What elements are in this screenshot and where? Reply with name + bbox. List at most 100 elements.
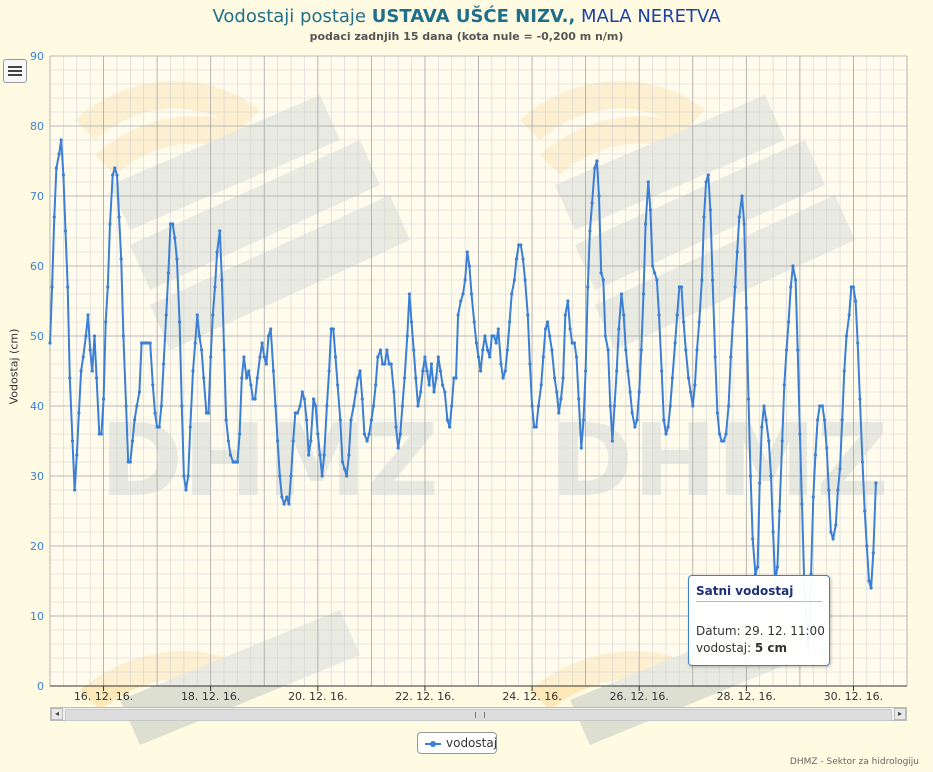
data-point bbox=[670, 376, 675, 380]
data-point bbox=[737, 215, 741, 219]
data-point bbox=[715, 411, 720, 415]
data-point bbox=[463, 278, 467, 282]
data-point bbox=[68, 376, 72, 380]
data-point bbox=[586, 285, 590, 289]
data-point bbox=[668, 404, 672, 408]
data-point bbox=[838, 467, 842, 471]
title-station: USTAVA UŠĆE NIZV., bbox=[371, 6, 576, 27]
data-point bbox=[784, 348, 789, 352]
data-point bbox=[178, 320, 182, 324]
data-point bbox=[416, 404, 420, 408]
data-point bbox=[459, 299, 463, 303]
data-point bbox=[615, 369, 619, 373]
data-point bbox=[273, 404, 278, 408]
data-point bbox=[369, 418, 373, 422]
data-point bbox=[280, 495, 284, 499]
data-point bbox=[789, 285, 793, 289]
data-point bbox=[863, 509, 867, 513]
y-tick-label: 60 bbox=[30, 260, 44, 273]
title-prefix: Vodostaji postaje bbox=[212, 6, 367, 27]
data-point bbox=[289, 474, 293, 478]
data-point bbox=[740, 194, 744, 198]
data-point bbox=[108, 222, 112, 226]
data-point bbox=[102, 397, 106, 401]
data-point bbox=[584, 369, 588, 373]
data-point bbox=[226, 439, 230, 443]
tooltip-value: 5 cm bbox=[754, 641, 788, 655]
data-point bbox=[291, 439, 295, 443]
y-tick-label: 0 bbox=[37, 680, 44, 693]
data-point bbox=[325, 404, 329, 408]
data-point bbox=[597, 194, 601, 198]
data-point bbox=[860, 460, 865, 464]
data-point bbox=[742, 222, 746, 226]
data-point bbox=[186, 474, 190, 478]
arrow-right-icon[interactable]: ▸ bbox=[894, 708, 906, 720]
data-point bbox=[854, 299, 858, 303]
data-point bbox=[724, 432, 728, 436]
data-point bbox=[856, 341, 860, 345]
data-point bbox=[550, 348, 554, 352]
data-point bbox=[771, 530, 775, 534]
data-point bbox=[211, 313, 215, 317]
data-point bbox=[162, 362, 166, 366]
data-point bbox=[454, 376, 458, 380]
data-point bbox=[644, 222, 648, 226]
y-tick-label: 20 bbox=[30, 540, 44, 553]
data-point bbox=[365, 439, 369, 443]
data-point bbox=[113, 166, 117, 170]
data-point bbox=[59, 138, 63, 142]
data-point bbox=[73, 488, 77, 492]
data-point bbox=[278, 474, 282, 478]
scrollbar-thumb[interactable] bbox=[65, 709, 892, 721]
data-point bbox=[443, 390, 447, 394]
data-point bbox=[276, 439, 280, 443]
data-point bbox=[157, 425, 161, 429]
data-point bbox=[336, 383, 340, 387]
data-point bbox=[831, 537, 835, 541]
data-point bbox=[137, 390, 141, 394]
data-point bbox=[753, 572, 758, 576]
data-point bbox=[494, 341, 498, 345]
data-point bbox=[155, 425, 159, 429]
data-point bbox=[555, 390, 559, 394]
data-point bbox=[166, 271, 170, 275]
x-tick-label: 18. 12. 16. bbox=[181, 690, 240, 703]
data-point bbox=[295, 411, 300, 415]
data-point bbox=[249, 383, 253, 387]
data-point bbox=[731, 320, 735, 324]
x-tick-label: 26. 12. 16. bbox=[609, 690, 668, 703]
y-tick-label: 90 bbox=[30, 50, 44, 63]
data-point bbox=[483, 334, 487, 338]
legend-item-vodostaj[interactable]: vodostaj bbox=[417, 732, 497, 754]
data-point bbox=[171, 222, 175, 226]
data-point bbox=[637, 390, 641, 394]
data-point bbox=[414, 376, 418, 380]
data-point bbox=[333, 355, 338, 359]
data-point bbox=[756, 565, 760, 569]
data-point bbox=[624, 348, 628, 352]
arrow-left-icon[interactable]: ◂ bbox=[51, 708, 63, 720]
data-point bbox=[75, 453, 79, 457]
data-point bbox=[374, 383, 378, 387]
data-point bbox=[664, 432, 668, 436]
data-point bbox=[260, 341, 264, 345]
data-point bbox=[61, 173, 65, 177]
data-point bbox=[867, 579, 871, 583]
data-point bbox=[209, 355, 213, 359]
data-point bbox=[195, 313, 199, 317]
data-point bbox=[523, 278, 527, 282]
navigator-scrollbar[interactable]: ◂ ▸ bbox=[50, 707, 907, 721]
data-point bbox=[608, 404, 612, 408]
chart-subtitle: podaci zadnjih 15 dana (kota nule = -0,2… bbox=[309, 30, 624, 43]
data-point bbox=[340, 460, 345, 464]
x-tick-label: 24. 12. 16. bbox=[502, 690, 561, 703]
data-point bbox=[691, 404, 695, 408]
data-point bbox=[682, 320, 686, 324]
data-point bbox=[349, 418, 353, 422]
data-point bbox=[434, 376, 438, 380]
data-point bbox=[536, 404, 541, 408]
hamburger-menu-icon[interactable] bbox=[3, 59, 27, 83]
data-point bbox=[142, 341, 146, 345]
data-point bbox=[371, 404, 376, 408]
